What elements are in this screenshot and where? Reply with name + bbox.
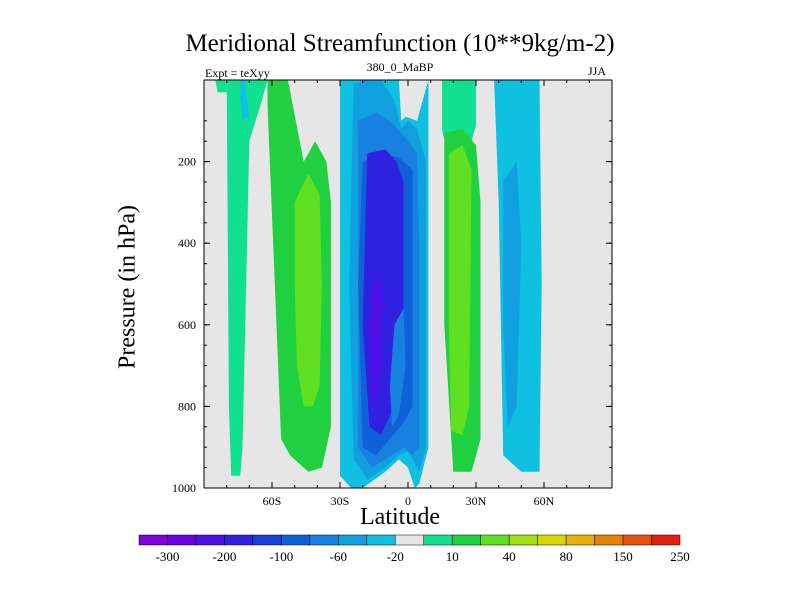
- x-axis-label: Latitude: [360, 504, 440, 530]
- colorbar-swatch: [224, 534, 254, 546]
- colorbar-label: -100: [269, 549, 293, 564]
- y-tick-label: 600: [178, 318, 196, 332]
- x-tick-label: 0: [405, 494, 411, 508]
- colorbar-swatch: [565, 534, 595, 546]
- colorbar-swatch: [252, 534, 282, 546]
- colorbar-swatch: [594, 534, 624, 546]
- colorbar-swatch: [451, 534, 481, 546]
- contour-region-16: [503, 161, 522, 427]
- colorbar-swatch: [366, 534, 396, 546]
- colorbar-swatch: [167, 534, 197, 546]
- colorbar-swatch: [395, 534, 424, 546]
- y-tick-label: 1000: [172, 481, 196, 495]
- x-tick-label: 60S: [263, 494, 282, 508]
- colorbar-label: 40: [503, 549, 516, 564]
- colorbar-swatch: [622, 534, 652, 546]
- contour-region-3: [215, 80, 227, 93]
- contour-region-4: [240, 80, 250, 121]
- colorbar-label: -20: [387, 549, 404, 564]
- contour-region-14: [448, 145, 472, 436]
- colorbar-label: -60: [330, 549, 347, 564]
- colorbar-swatch: [480, 534, 510, 546]
- x-tick-label: 60N: [534, 494, 555, 508]
- colorbar-swatch: [195, 534, 225, 546]
- colorbar-label: 80: [560, 549, 573, 564]
- y-tick-label: 200: [178, 155, 196, 169]
- x-tick-label: 30N: [466, 494, 487, 508]
- chart-title: Meridional Streamfunction (10**9kg/m-2): [185, 30, 615, 57]
- colorbar-label: -200: [212, 549, 236, 564]
- colorbar-swatch: [281, 534, 311, 546]
- colorbar-swatch: [309, 534, 339, 546]
- experiment-label: Expt = teXyy: [205, 66, 270, 80]
- x-tick-label: 30S: [331, 494, 350, 508]
- colorbar-label: 250: [670, 549, 690, 564]
- contour-region-10: [369, 279, 384, 407]
- colorbar-swatch: [537, 534, 567, 546]
- y-tick-label: 800: [178, 399, 196, 413]
- colorbar-swatch: [651, 534, 681, 546]
- colorbar-swatch: [338, 534, 368, 546]
- contour-region-0: [226, 80, 268, 476]
- contour-region-11: [389, 308, 406, 427]
- season-label: JJA: [588, 64, 607, 78]
- colorbar-swatch: [423, 534, 453, 546]
- y-tick-label: 400: [178, 236, 196, 250]
- colorbar-swatch: [508, 534, 538, 546]
- colorbar-label: 10: [446, 549, 459, 564]
- colorbar-swatch: [138, 534, 168, 546]
- contour-region-2: [294, 173, 322, 407]
- colorbar-label: 150: [613, 549, 633, 564]
- colorbar-label: -300: [156, 549, 180, 564]
- run-label: 380_0_MaBP: [366, 60, 434, 74]
